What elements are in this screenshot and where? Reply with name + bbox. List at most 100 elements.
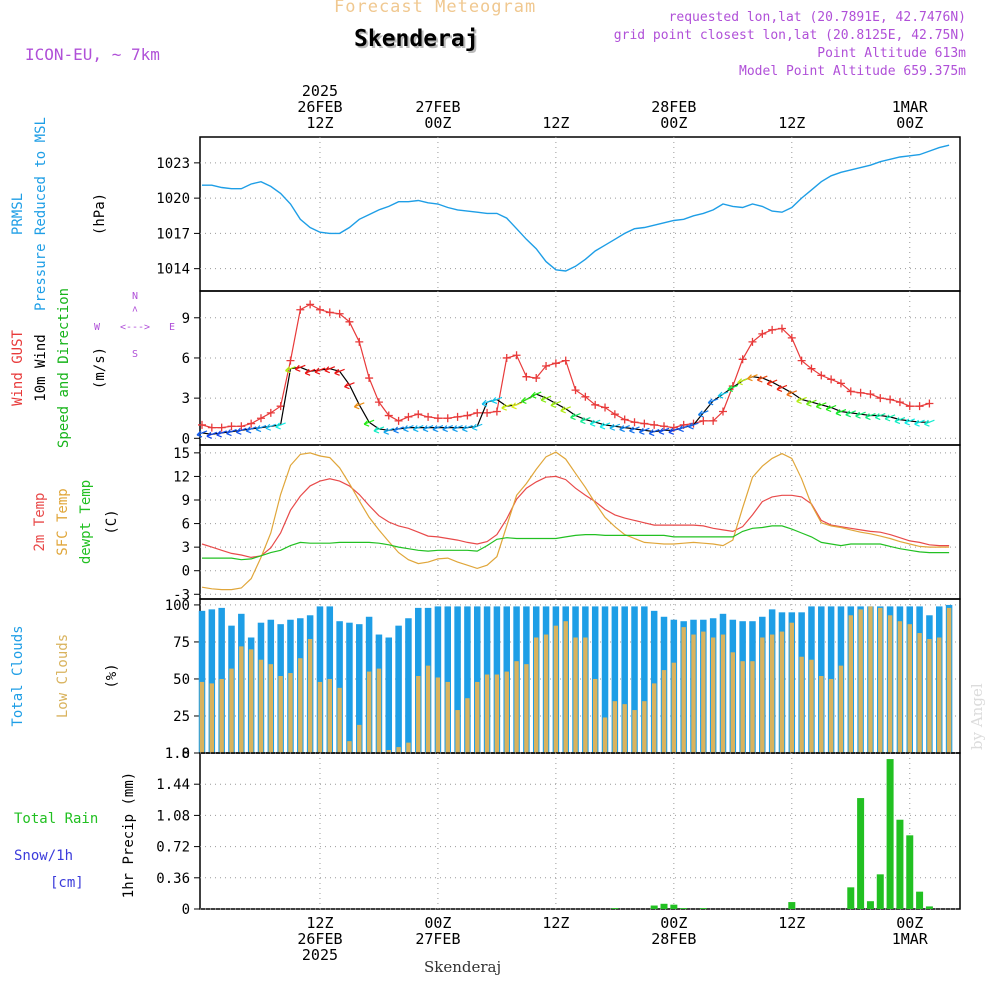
wind-direction-arrow	[923, 419, 935, 427]
gust-marker	[640, 419, 649, 428]
y-tick-label: 9	[182, 493, 190, 509]
gust-marker	[581, 392, 590, 401]
low-cloud-bar	[848, 615, 853, 753]
gust-marker	[758, 329, 767, 338]
gust-marker	[846, 387, 855, 396]
gust-marker	[630, 418, 639, 427]
low-cloud-bar	[691, 634, 696, 753]
low-cloud-bar	[838, 665, 844, 753]
wind-direction-arrow	[540, 395, 552, 403]
y-tick-label: 1017	[156, 226, 190, 242]
low-cloud-bar	[917, 633, 922, 753]
gust-marker	[787, 333, 796, 342]
wind-direction-arrow	[481, 399, 493, 407]
snow-unit-label: [cm]	[50, 875, 84, 891]
wind-direction-arrow	[638, 427, 650, 435]
gust-marker	[296, 305, 305, 314]
wind-direction-arrow	[589, 419, 601, 427]
wind-direction-arrow	[216, 430, 227, 438]
pressure-unit-label: (hPa)	[92, 193, 108, 235]
wind-direction-arrow	[334, 368, 345, 376]
gust-marker	[551, 359, 560, 368]
wind-direction-arrow	[442, 425, 453, 433]
gust-marker	[807, 364, 816, 373]
compass-rose: N > W <---> E S	[94, 291, 175, 360]
model-label: ICON-EU, ~ 7km	[25, 45, 160, 64]
gust-marker	[748, 337, 757, 346]
gust-marker	[866, 390, 875, 399]
wind-direction-arrow	[766, 379, 778, 387]
gust-marker	[532, 374, 541, 383]
gust-marker	[247, 419, 256, 428]
low-cloud-bar	[317, 681, 323, 753]
y-tick-label: -3	[173, 587, 190, 603]
gust-marker	[542, 361, 551, 370]
wind-direction-arrow	[648, 429, 660, 437]
low-cloud-bar	[720, 634, 726, 753]
2m-temp-line	[201, 475, 950, 559]
gust-marker	[925, 399, 934, 408]
wind-direction-arrow	[285, 366, 296, 374]
wind-direction-arrow	[737, 378, 748, 386]
wind-direction-arrow	[609, 423, 621, 431]
bottom-time-label: 1MAR	[892, 930, 929, 948]
low-cloud-bar	[337, 687, 342, 753]
gust-marker	[306, 300, 315, 309]
low-cloud-bar	[937, 637, 942, 753]
low-cloud-bar	[376, 668, 382, 753]
gust-marker	[217, 423, 226, 432]
gust-marker	[207, 423, 216, 432]
low-cloud-bar	[455, 710, 460, 753]
wind-direction-arrow	[825, 404, 837, 413]
wind-direction-arrow	[845, 410, 857, 418]
y-tick-label: 9	[182, 311, 190, 327]
low-cloud-bar	[534, 637, 539, 753]
gust-marker	[355, 337, 364, 346]
gust-marker	[610, 410, 619, 419]
wind-direction-arrow	[776, 384, 788, 392]
gust-marker	[453, 412, 462, 421]
gust-marker	[394, 416, 403, 425]
clouds-unit-label: (%)	[104, 663, 120, 688]
low-cloud-bar	[248, 649, 254, 753]
bottom-time-label: 28FEB	[651, 930, 696, 948]
low-cloud-bar	[819, 676, 824, 753]
dewpt-temp-line	[202, 525, 950, 561]
low-cloud-bar	[347, 741, 352, 753]
low-cloud-bar	[740, 661, 745, 753]
wind-direction-arrow	[314, 367, 326, 375]
top-time-label: 12Z	[542, 114, 569, 132]
rain-bar	[916, 891, 924, 909]
y-tick-label: 1.08	[156, 808, 190, 824]
wind-direction-arrow	[668, 427, 680, 435]
low-cloud-bar	[887, 615, 893, 753]
wind-unit-label: (m/s)	[92, 347, 108, 389]
bottom-time-label: 00Z	[424, 914, 451, 932]
wind-direction-arrow	[383, 427, 394, 435]
y-tick-label: 12	[173, 469, 190, 485]
wind-panel: 0 3 6 9	[182, 290, 961, 447]
low-cloud-bar	[514, 661, 519, 753]
y-tick-label: 6	[182, 517, 190, 533]
top-time-label: 00Z	[660, 114, 687, 132]
low-cloud-bar	[602, 717, 608, 753]
wind-direction-arrow	[501, 403, 512, 411]
wind-direction-arrow	[432, 425, 444, 433]
gust-marker	[315, 305, 324, 314]
gust-marker	[856, 388, 865, 397]
total-cloud-bar	[208, 609, 216, 753]
y-tick-label: 1014	[156, 262, 190, 278]
temp-dewpt-label: dewpt Temp	[78, 480, 94, 564]
rain-bar	[857, 798, 865, 909]
low-cloud-bar	[229, 668, 234, 753]
wind-direction-arrow	[235, 427, 247, 435]
low-cloud-bar	[868, 606, 873, 753]
app-title: Forecast Meteogram	[334, 0, 537, 17]
low-cloud-bar	[799, 656, 804, 753]
bottom-time-label: 12Z	[306, 914, 333, 932]
snow-label: Snow/1h	[14, 848, 73, 864]
gust-marker	[492, 407, 501, 416]
wind-direction-arrow	[855, 411, 866, 419]
temp-2m-label: 2m Temp	[32, 492, 48, 551]
low-cloud-bar	[307, 638, 313, 753]
